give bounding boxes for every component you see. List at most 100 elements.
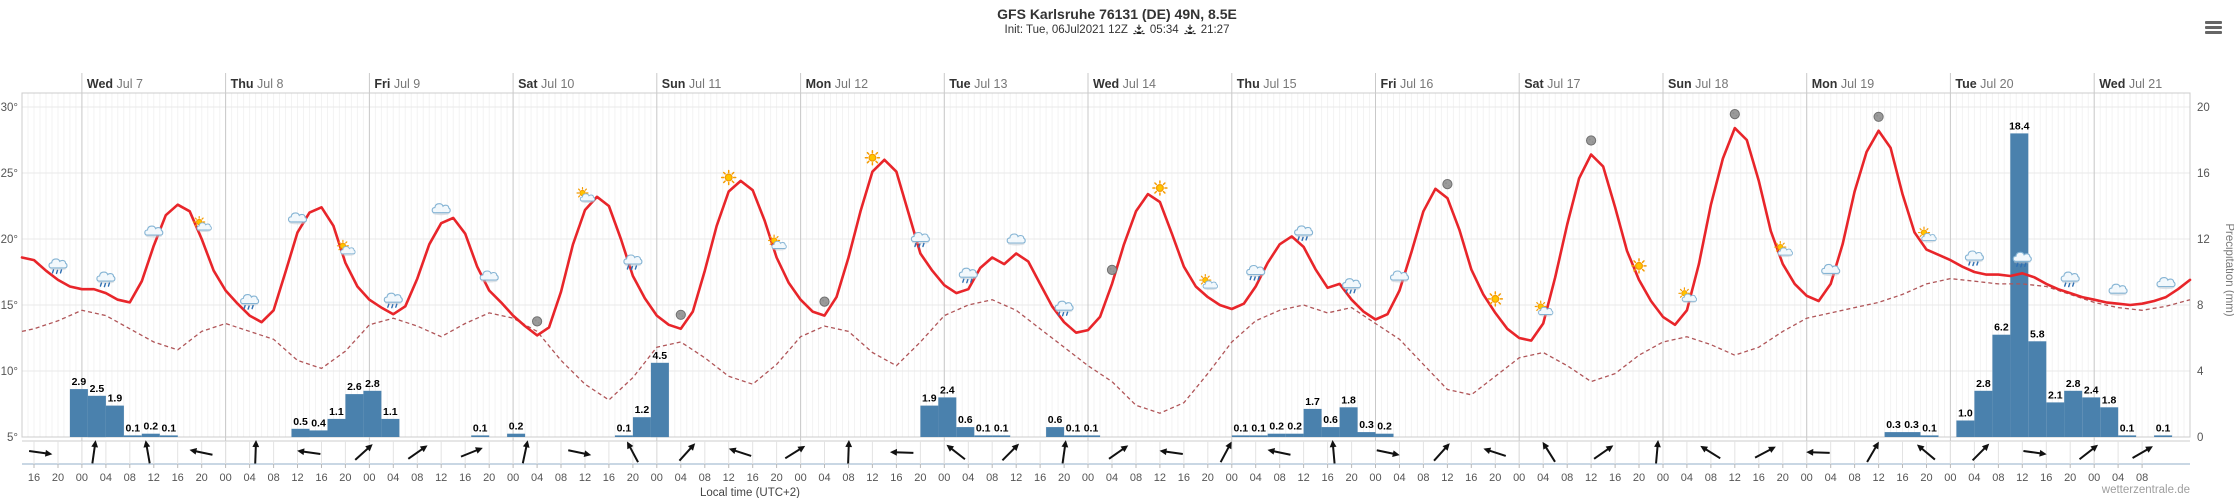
svg-text:20: 20 (627, 472, 639, 484)
svg-text:20: 20 (914, 472, 926, 484)
svg-text:16: 16 (1178, 472, 1190, 484)
svg-text:Thu Jul 8: Thu Jul 8 (231, 77, 284, 91)
moon-icon (1442, 179, 1453, 190)
svg-text:00: 00 (507, 472, 519, 484)
sun-icon (1487, 291, 1504, 307)
svg-text:15°: 15° (1, 300, 18, 312)
svg-text:04: 04 (243, 472, 255, 484)
svg-text:04: 04 (1250, 472, 1262, 484)
svg-text:08: 08 (1417, 472, 1429, 484)
suncloud-icon (1535, 301, 1553, 316)
chart-subtitle: Init: Tue, 06Jul2021 12Z 05:34 21:27 (0, 24, 2234, 36)
svg-text:12: 12 (435, 472, 447, 484)
cloud-icon (144, 225, 164, 239)
svg-text:00: 00 (1801, 472, 1813, 484)
svg-text:2.9: 2.9 (72, 376, 87, 388)
suncloud-icon (1200, 275, 1218, 290)
svg-text:08: 08 (1274, 472, 1286, 484)
svg-text:8: 8 (2197, 300, 2203, 312)
svg-text:16: 16 (1609, 472, 1621, 484)
svg-text:12: 12 (1729, 472, 1741, 484)
svg-text:0.1: 0.1 (1922, 422, 1937, 434)
svg-text:12: 12 (1441, 472, 1453, 484)
svg-text:08: 08 (2136, 472, 2148, 484)
svg-text:1.8: 1.8 (1341, 394, 1356, 406)
svg-text:04: 04 (2112, 472, 2124, 484)
svg-text:12: 12 (1585, 472, 1597, 484)
svg-text:Thu Jul 15: Thu Jul 15 (1237, 77, 1297, 91)
svg-text:1.2: 1.2 (635, 404, 650, 416)
svg-text:20: 20 (770, 472, 782, 484)
horizontal-grid (22, 106, 2190, 372)
init-label: Init: Tue, 06Jul2021 12Z (1004, 24, 1128, 36)
svg-text:0.6: 0.6 (958, 414, 973, 426)
svg-text:08: 08 (1130, 472, 1142, 484)
sunset-time: 21:27 (1200, 24, 1230, 36)
svg-text:0.1: 0.1 (473, 422, 488, 434)
svg-text:0.1: 0.1 (617, 422, 632, 434)
svg-text:0.1: 0.1 (2120, 422, 2135, 434)
hour-labels: 16 20 00 04 08 12 16 20 00 04 08 12 16 20 00 04 08 12 16 20… (28, 472, 2148, 484)
svg-text:08: 08 (555, 472, 567, 484)
sun-icon (864, 149, 881, 166)
svg-text:12: 12 (866, 472, 878, 484)
svg-text:0.1: 0.1 (2156, 422, 2171, 434)
hamburger-menu-icon[interactable] (2205, 21, 2222, 34)
svg-text:04: 04 (1968, 472, 1980, 484)
svg-text:12: 12 (1872, 472, 1884, 484)
sun-icon (720, 169, 737, 186)
svg-text:00: 00 (2088, 472, 2100, 484)
svg-text:16: 16 (1465, 472, 1477, 484)
svg-text:Mon Jul 12: Mon Jul 12 (806, 77, 869, 91)
svg-text:12: 12 (2016, 472, 2028, 484)
svg-text:16: 16 (2040, 472, 2052, 484)
plot-border (21, 92, 2191, 438)
svg-text:00: 00 (219, 472, 231, 484)
svg-text:0.1: 0.1 (1251, 422, 1266, 434)
svg-text:0.6: 0.6 (1323, 414, 1338, 426)
svg-text:Precipitation (mm): Precipitation (mm) (2223, 223, 2234, 316)
svg-text:00: 00 (794, 472, 806, 484)
svg-text:00: 00 (1226, 472, 1238, 484)
svg-text:0.1: 0.1 (976, 422, 991, 434)
wind-arrows (28, 440, 2153, 464)
svg-text:00: 00 (1657, 472, 1669, 484)
svg-text:Sat Jul 10: Sat Jul 10 (518, 77, 574, 91)
svg-text:Mon Jul 19: Mon Jul 19 (1812, 77, 1875, 91)
svg-text:12: 12 (148, 472, 160, 484)
day-labels: Wed Jul 7 Thu Jul 8 Fri Jul 9 Sat Jul 10 Sun… (87, 77, 2162, 91)
svg-text:20: 20 (339, 472, 351, 484)
svg-text:04: 04 (1681, 472, 1693, 484)
sunset-icon (1183, 24, 1196, 35)
svg-text:08: 08 (842, 472, 854, 484)
svg-text:1.8: 1.8 (2102, 394, 2117, 406)
svg-text:20: 20 (2064, 472, 2076, 484)
svg-text:16: 16 (1034, 472, 1046, 484)
svg-text:0.2: 0.2 (1287, 421, 1302, 433)
precip-bars: 2.92.51.90.1 0.2 0.10.5 0.41.12.6 2.81.10.1 0… (69, 120, 2173, 438)
svg-text:0.1: 0.1 (1084, 422, 1099, 434)
cloud-icon (287, 212, 308, 225)
svg-text:2.8: 2.8 (2066, 378, 2081, 390)
svg-text:04: 04 (531, 472, 543, 484)
svg-text:08: 08 (124, 472, 136, 484)
svg-text:4.5: 4.5 (652, 350, 667, 362)
svg-text:16: 16 (172, 472, 184, 484)
svg-text:1.9: 1.9 (922, 393, 937, 405)
svg-text:00: 00 (1513, 472, 1525, 484)
svg-text:04: 04 (1106, 472, 1118, 484)
x-axis-title: Local time (UTC+2) (699, 487, 800, 498)
svg-text:6.2: 6.2 (1994, 322, 2009, 334)
svg-text:16: 16 (28, 472, 40, 484)
svg-text:08: 08 (267, 472, 279, 484)
svg-text:20: 20 (1058, 472, 1070, 484)
suncloud-icon (577, 188, 595, 203)
svg-text:12: 12 (1154, 472, 1166, 484)
moon-icon (1729, 109, 1740, 120)
svg-text:16: 16 (747, 472, 759, 484)
svg-text:04: 04 (962, 472, 974, 484)
suncloud-icon (1775, 242, 1793, 257)
svg-text:2.6: 2.6 (347, 381, 362, 393)
svg-text:20: 20 (483, 472, 495, 484)
